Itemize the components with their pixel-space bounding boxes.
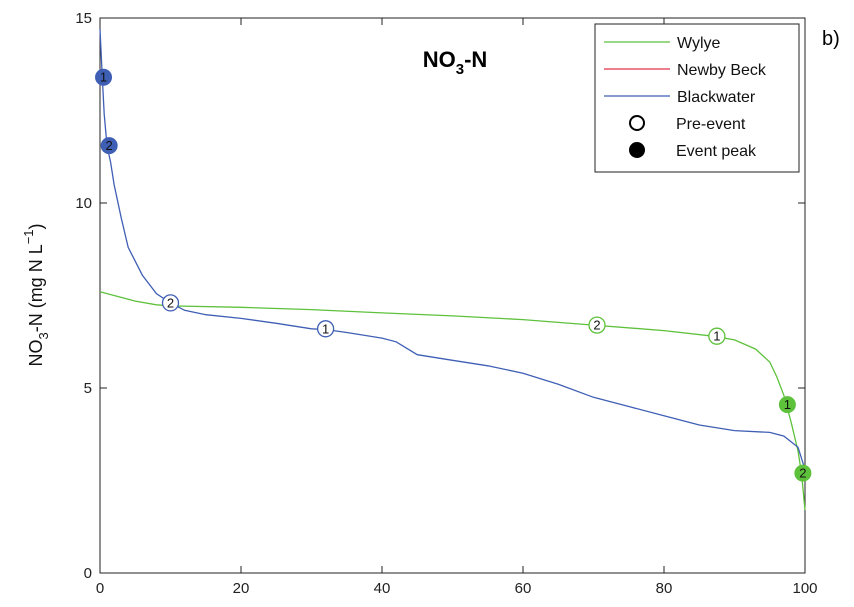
legend-label: Wylye bbox=[677, 35, 721, 52]
chart-title-tail: -N bbox=[464, 47, 487, 72]
marker-number: 2 bbox=[799, 466, 806, 481]
marker-layer: 1 2 2 1 2 1 1 2 bbox=[95, 68, 812, 482]
x-tick-label: 0 bbox=[96, 580, 104, 597]
legend-swatch-open-circle bbox=[629, 115, 645, 131]
event-peak-dot bbox=[794, 464, 812, 482]
marker-number: 1 bbox=[100, 70, 107, 85]
legend-items: Wylye Newby Beck Blackwater Pre-event Event … bbox=[604, 35, 767, 160]
marker-number: 1 bbox=[784, 397, 791, 412]
x-tick-label: 60 bbox=[515, 580, 532, 597]
legend: Wylye Newby Beck Blackwater Pre-event Event … bbox=[594, 23, 800, 173]
event-peak-marker: 2 bbox=[100, 137, 118, 155]
pre-event-marker: 1 bbox=[316, 320, 335, 338]
y-tick-label: 10 bbox=[75, 195, 92, 212]
y-axis-label-c: ) bbox=[26, 223, 46, 229]
legend-box bbox=[594, 23, 800, 173]
legend-item: Wylye bbox=[604, 35, 721, 52]
y-axis-label: NO3-N (mg N L−1) bbox=[21, 223, 51, 366]
legend-item: Newby Beck bbox=[604, 62, 767, 79]
pre-event-marker: 2 bbox=[161, 294, 180, 312]
pre-event-dot bbox=[316, 320, 335, 338]
legend-item: Event peak bbox=[629, 142, 757, 160]
pre-event-dot bbox=[708, 327, 726, 345]
marker-number: 2 bbox=[593, 318, 600, 333]
y-axis-label-a: NO bbox=[26, 340, 46, 367]
axis-ticks: 0 20 40 60 80 100 0 5 10 15 bbox=[75, 10, 817, 597]
legend-label: Newby Beck bbox=[677, 62, 767, 79]
event-peak-dot bbox=[100, 137, 118, 155]
event-peak-marker: 1 bbox=[95, 68, 113, 86]
legend-item: Pre-event bbox=[629, 115, 746, 133]
marker-number: 1 bbox=[713, 329, 720, 344]
legend-swatch-filled-circle bbox=[629, 142, 645, 158]
panel-label: b) bbox=[822, 28, 840, 50]
x-tick-label: 40 bbox=[374, 580, 391, 597]
x-tick-label: 100 bbox=[792, 580, 817, 597]
plot-area: 0 20 40 60 80 100 0 5 10 15 1 2 2 1 2 1 1 2 bbox=[75, 10, 817, 597]
marker-number: 2 bbox=[167, 295, 174, 310]
y-axis-label-b: -N (mg N L bbox=[26, 244, 46, 332]
x-tick-label: 20 bbox=[233, 580, 250, 597]
axes-box bbox=[99, 17, 806, 574]
event-peak-dot bbox=[778, 396, 796, 414]
y-tick-label: 15 bbox=[75, 10, 92, 27]
series-line-wylye bbox=[99, 291, 806, 511]
pre-event-dot bbox=[161, 294, 180, 312]
chart-title-sub: 3 bbox=[456, 61, 464, 78]
chart-title-main: NO bbox=[423, 47, 456, 72]
legend-label: Event peak bbox=[676, 143, 757, 160]
legend-label: Blackwater bbox=[677, 89, 756, 106]
y-tick-label: 0 bbox=[84, 565, 92, 582]
x-tick-label: 80 bbox=[656, 580, 673, 597]
chart-title: NO3-N bbox=[423, 47, 488, 78]
legend-item: Blackwater bbox=[604, 89, 756, 106]
marker-number: 2 bbox=[106, 138, 113, 153]
y-axis-label-sub: 3 bbox=[36, 332, 51, 339]
legend-label: Pre-event bbox=[676, 116, 746, 133]
series-line-blackwater bbox=[99, 29, 806, 470]
pre-event-dot bbox=[588, 316, 606, 334]
event-peak-marker: 2 bbox=[794, 464, 812, 482]
pre-event-marker: 1 bbox=[708, 327, 726, 345]
marker-number: 1 bbox=[322, 321, 329, 336]
event-peak-marker: 1 bbox=[778, 396, 796, 414]
y-axis-label-sup: −1 bbox=[21, 229, 36, 244]
event-peak-dot bbox=[95, 68, 113, 86]
y-tick-label: 5 bbox=[84, 380, 92, 397]
pre-event-marker: 2 bbox=[588, 316, 606, 334]
